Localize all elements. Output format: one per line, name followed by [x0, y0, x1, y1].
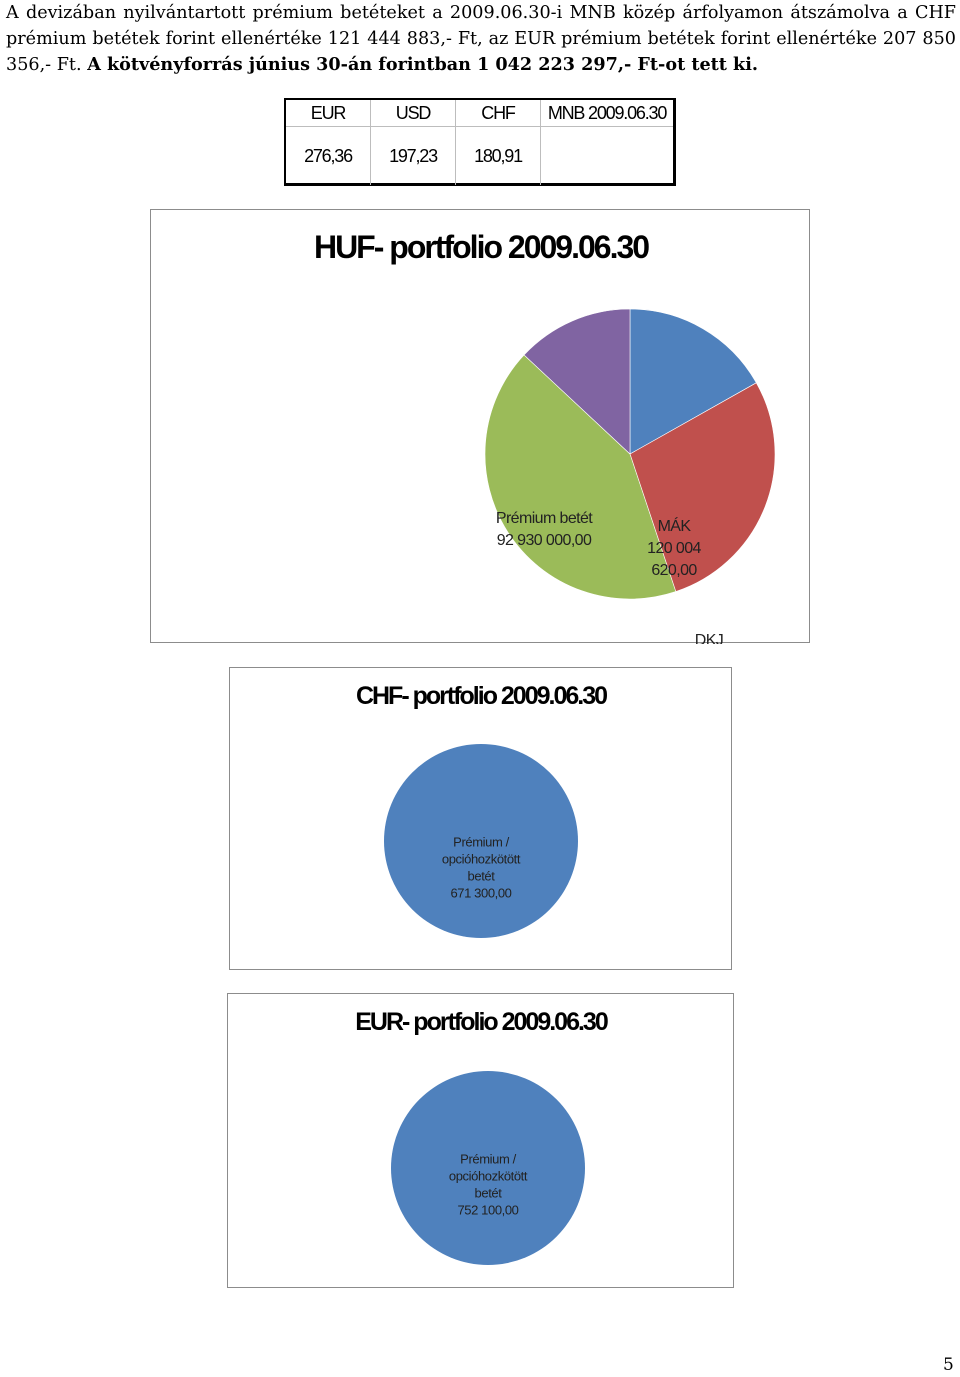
rate-value-eur: 276,36: [286, 127, 371, 186]
data-label-line: MÁK: [658, 516, 692, 535]
chart-title: EUR- portfolio 2009.06.30: [355, 1008, 608, 1036]
intro-paragraph: A devizában nyilvántartott prémium betét…: [6, 0, 956, 78]
rate-header-mnb: MNB 2009.06.30: [541, 100, 674, 127]
data-label-line: opcióhozkötött: [442, 852, 521, 867]
data-label-line: Prémium /: [453, 835, 509, 850]
rate-header-usd: USD: [371, 100, 456, 127]
paragraph-bold-text: A kötvényforrás június 30-án forintban 1…: [87, 54, 758, 75]
eur-portfolio-pie: EUR- portfolio 2009.06.30 Prémium / opció…: [228, 994, 735, 1289]
chart-title: CHF- portfolio 2009.06.30: [356, 682, 607, 710]
data-label-line: 120 004: [647, 540, 701, 557]
data-label-line: Prémium betét: [496, 510, 593, 527]
rate-value-mnb: [541, 127, 674, 186]
data-label-line: 752 100,00: [457, 1203, 518, 1218]
huf-portfolio-pie: HUF- portfolio 2009.06.30 MÁK 120 004 620,…: [151, 210, 811, 644]
rate-header-eur: EUR: [286, 100, 371, 127]
data-label-line: 620,00: [651, 562, 697, 579]
page-number: 5: [943, 1355, 954, 1375]
data-label-line: opcióhozkötött: [449, 1169, 528, 1184]
exchange-rate-table: EUR USD CHF MNB 2009.06.30 276,36 197,23…: [284, 98, 676, 186]
data-label-line: betét: [468, 869, 496, 884]
eur-portfolio-chart: EUR- portfolio 2009.06.30 Prémium / opció…: [227, 993, 734, 1288]
rate-value-chf: 180,91: [456, 127, 541, 186]
rate-value-usd: 197,23: [371, 127, 456, 186]
chart-title: HUF- portfolio 2009.06.30: [314, 229, 649, 265]
data-label-line: Prémium /: [460, 1152, 516, 1167]
chf-portfolio-pie: CHF- portfolio 2009.06.30 Prémium / opció…: [230, 668, 733, 971]
chf-portfolio-chart: CHF- portfolio 2009.06.30 Prémium / opció…: [229, 667, 732, 970]
data-label-dkj: DKJ199 993 438,00: [658, 632, 762, 644]
data-label-line: 92 930 000,00: [497, 532, 592, 549]
data-label-line: DKJ: [695, 632, 723, 644]
rate-header-chf: CHF: [456, 100, 541, 127]
huf-portfolio-chart: HUF- portfolio 2009.06.30 MÁK 120 004 620,…: [150, 209, 810, 643]
data-label-line: betét: [475, 1186, 503, 1201]
data-label-line: 671 300,00: [450, 886, 511, 901]
